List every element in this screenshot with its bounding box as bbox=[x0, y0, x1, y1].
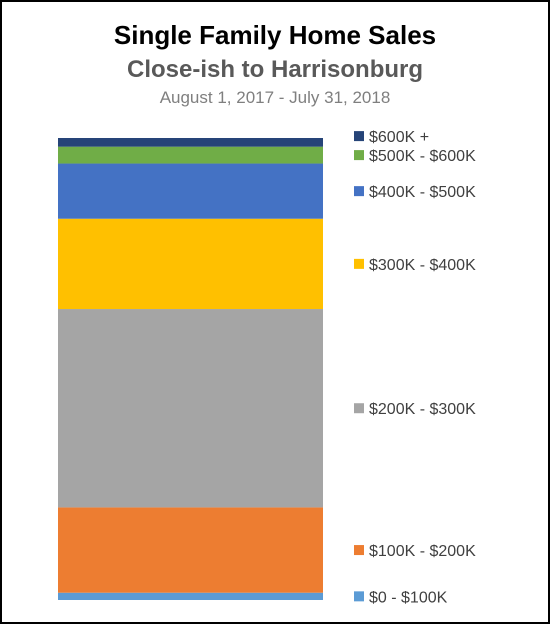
legend-label-0: $0 - $100K bbox=[369, 589, 448, 606]
legend-label-1: $100K - $200K bbox=[369, 543, 476, 560]
legend-swatch-4 bbox=[354, 186, 364, 197]
legend-label-6: $600K + bbox=[369, 129, 429, 146]
legend-label-5: $500K - $600K bbox=[369, 148, 476, 165]
legend-swatch-5 bbox=[354, 150, 364, 161]
legend-label-2: $200K - $300K bbox=[369, 401, 476, 418]
bar-segment-2 bbox=[58, 309, 323, 508]
bar-segment-5 bbox=[58, 146, 323, 164]
bar-segment-6 bbox=[58, 138, 323, 147]
bar-segment-1 bbox=[58, 507, 323, 593]
legend-swatch-0 bbox=[354, 591, 364, 602]
chart-date-range: August 1, 2017 - July 31, 2018 bbox=[159, 88, 391, 107]
legend-swatch-3 bbox=[354, 258, 364, 269]
bar-segment-0 bbox=[58, 592, 323, 600]
chart-subtitle: Close-ish to Harrisonburg bbox=[126, 56, 424, 83]
bar-segment-4 bbox=[58, 163, 323, 219]
legend-label-4: $400K - $500K bbox=[369, 184, 476, 201]
legend-swatch-2 bbox=[354, 403, 364, 414]
legend-label-3: $300K - $400K bbox=[369, 257, 476, 274]
legend-swatch-6 bbox=[354, 131, 364, 142]
legend-swatch-1 bbox=[354, 545, 364, 556]
chart-title: Single Family Home Sales bbox=[113, 20, 437, 50]
bar-segment-3 bbox=[58, 218, 323, 310]
